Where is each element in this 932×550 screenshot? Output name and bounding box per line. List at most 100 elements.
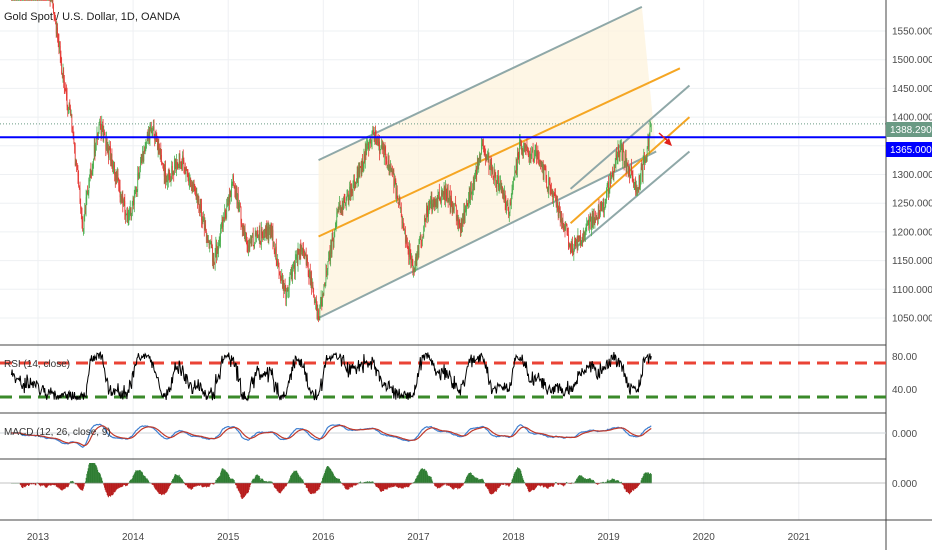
histogram-bar (440, 483, 442, 488)
histogram-bar (607, 479, 609, 484)
histogram-bar (114, 483, 116, 493)
histogram-bar (169, 483, 171, 487)
histogram-bar (633, 483, 635, 491)
candle-body (314, 301, 316, 303)
candle-body (342, 203, 344, 210)
histogram-bar (413, 482, 415, 484)
histogram-bar (180, 477, 182, 484)
histogram-bar (506, 483, 508, 486)
histogram-bar (404, 483, 406, 488)
histogram-bar (256, 474, 258, 484)
candle-body (288, 283, 290, 290)
histogram-bar (260, 478, 262, 484)
candle-body (366, 143, 368, 146)
candle-body (112, 167, 114, 169)
candle-body (383, 147, 385, 158)
orange-trend-line[interactable] (318, 67, 681, 238)
histogram-bar (212, 483, 213, 485)
candle-body (224, 210, 226, 221)
histogram-bar (407, 483, 409, 487)
histogram-bar (563, 483, 565, 486)
candle-body (510, 196, 512, 205)
candle-body (588, 220, 590, 229)
histogram-bar (529, 483, 531, 492)
histogram-bar (275, 483, 277, 489)
histogram-bar (400, 483, 402, 489)
histogram-bar (631, 483, 633, 491)
histogram-bar (207, 483, 209, 487)
histogram-bar (170, 483, 172, 485)
candle-body (133, 198, 134, 206)
chart-title[interactable]: Gold Spot / U.S. Dollar, 1D, OANDA (4, 11, 181, 23)
candle-body (142, 153, 144, 162)
histogram-bar (152, 483, 154, 485)
histogram-bar (26, 483, 28, 485)
histogram-bar (633, 483, 635, 490)
histogram-bar (154, 483, 156, 490)
histogram-bar (341, 483, 343, 484)
candle-body (247, 245, 249, 251)
candle-body (431, 198, 433, 212)
histogram-bar (240, 483, 242, 498)
histogram-bar (377, 483, 379, 489)
candle-body (209, 243, 211, 245)
rsi-legend[interactable]: RSI (14, close) (4, 359, 70, 370)
histogram-bar (266, 481, 268, 484)
channel-line[interactable] (318, 150, 657, 319)
candle-body (532, 149, 534, 159)
candle-body (479, 156, 480, 162)
histogram-bar (134, 472, 136, 484)
candle-body (276, 260, 278, 265)
rsi-panel[interactable] (0, 351, 886, 402)
candle-body (405, 239, 407, 242)
histogram-bar (277, 483, 279, 492)
candle-body (30, 0, 32, 1)
macd-panel[interactable] (0, 423, 886, 449)
candle-body (616, 157, 618, 160)
histogram-bar (257, 475, 259, 484)
annotation-arrow[interactable] (658, 132, 672, 146)
candle-body (428, 200, 430, 209)
histogram-bar (280, 483, 282, 493)
candle-body (91, 172, 92, 175)
histogram-bar (195, 483, 197, 487)
candle-body (396, 188, 398, 198)
candle-body (451, 205, 453, 209)
histogram-bar (648, 473, 650, 484)
candle-body (616, 154, 617, 160)
candle-body (220, 223, 222, 229)
candle-body (174, 162, 175, 175)
price-levels[interactable] (0, 123, 886, 139)
candle-body (488, 155, 490, 170)
candle-body (630, 166, 632, 177)
histogram-bar (538, 483, 540, 486)
candle-body (34, 0, 36, 1)
candle-body (347, 193, 348, 195)
candle-body (280, 275, 282, 278)
histogram-panel[interactable] (0, 463, 886, 500)
macd-legend[interactable]: MACD (12, 26, close, 9) (4, 427, 111, 438)
candle-body (394, 178, 396, 181)
time-axis[interactable]: 2013 2014 2015 2016 2017 2018 2019 2020 2021 (27, 532, 810, 543)
candle-body (567, 232, 569, 235)
candle-body (352, 192, 353, 194)
candle-body (305, 254, 307, 265)
candle-body (47, 0, 49, 1)
histogram-bar (474, 477, 476, 484)
histogram-bar (646, 473, 648, 484)
candle-body (407, 245, 408, 248)
histogram-bar (135, 470, 137, 484)
candle-body (140, 160, 142, 164)
histogram-bar (381, 483, 383, 491)
candle-body (190, 178, 192, 186)
histogram-bar (521, 475, 523, 484)
histogram-bar (100, 476, 102, 484)
candle-body (461, 222, 463, 227)
orange-trend-line[interactable] (569, 116, 691, 225)
candle-body (208, 240, 209, 243)
candle-body (274, 252, 276, 254)
candle-body (264, 229, 266, 237)
channel-line[interactable] (569, 150, 691, 253)
candle-body (504, 193, 506, 203)
candle-body (391, 170, 393, 172)
